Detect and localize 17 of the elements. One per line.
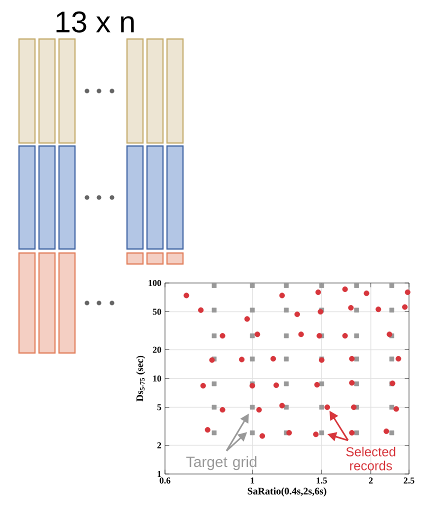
y-tick-label: 2 xyxy=(157,442,162,448)
legend-label: Target grid xyxy=(186,456,256,470)
y-tick-label: 5 xyxy=(157,404,162,410)
x-axis-title: SaRatio(0.4s,2s,6s) xyxy=(248,487,326,496)
y-tick-label: 50 xyxy=(152,308,162,315)
text: 13 x n xyxy=(56,11,134,33)
x-tick-label: 0.6 xyxy=(160,478,170,484)
y-axis-title: Ds$_{5-75}$ (sec) xyxy=(136,356,146,402)
x-tick-label: 2.5 xyxy=(404,478,414,484)
x-tick-label: 2 xyxy=(368,478,373,484)
y-tick-label: 20 xyxy=(152,346,162,353)
y-tick-label: 100 xyxy=(148,280,162,286)
x-tick-label: 1 xyxy=(250,478,254,484)
y-tick-label: 1 xyxy=(158,471,162,477)
x-tick-label: 1.5 xyxy=(316,478,327,484)
y-tick-label: 10 xyxy=(153,375,162,382)
series-label: Selected records xyxy=(346,446,396,470)
